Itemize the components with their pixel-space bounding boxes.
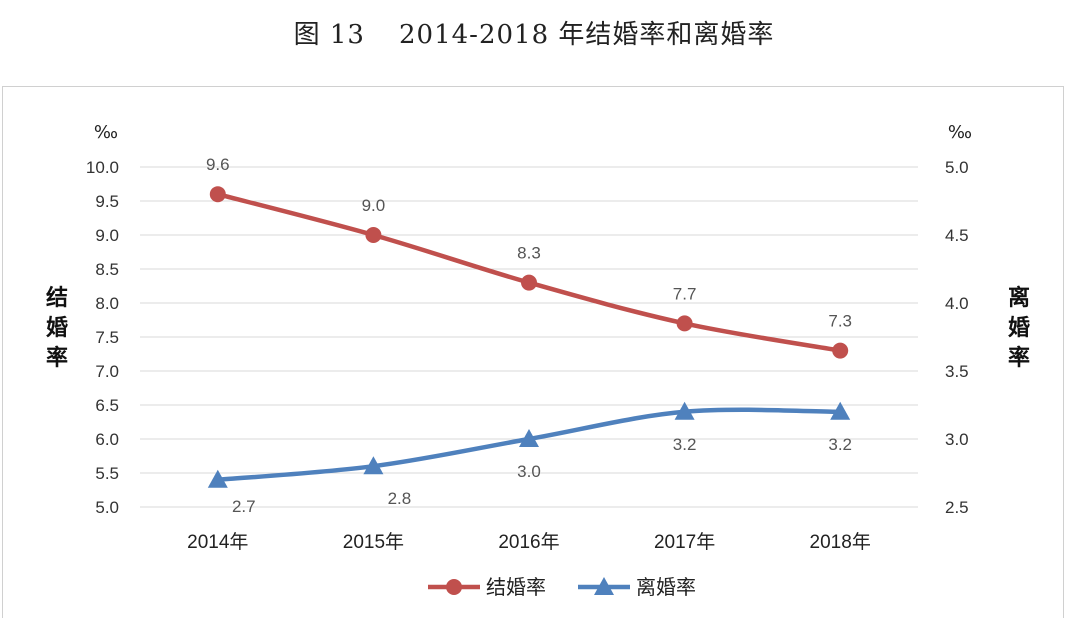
figure-number: 图 13 <box>293 20 365 50</box>
marriage-rate-point <box>365 227 382 243</box>
divorce-rate-point <box>674 401 695 420</box>
divorce-rate-data-label: 3.2 <box>828 435 852 454</box>
left-tick-label: 6.0 <box>95 430 119 449</box>
divorce-rate-point <box>830 401 851 420</box>
x-tick-label: 2015年 <box>343 531 404 553</box>
right-axis-ticks: 2.5 3.0 3.5 4.0 4.5 5.0 <box>945 158 969 517</box>
left-axis-title: 结婚率 <box>46 285 68 371</box>
marriage-rate-point <box>832 342 849 359</box>
series-layer: 9.6 9.0 8.3 7.7 7.3 2.7 2.8 3.0 3.2 3.2 <box>206 155 852 516</box>
figure-title: 图 13 2014-2018 年结婚率和离婚率 <box>0 14 1068 51</box>
left-tick-label: 8.0 <box>95 294 119 313</box>
left-tick-label: 7.0 <box>95 362 119 381</box>
right-axis-title: 离婚率 <box>1008 285 1030 371</box>
left-tick-label: 6.5 <box>95 396 119 415</box>
x-tick-label: 2018年 <box>810 531 871 553</box>
left-tick-label: 7.5 <box>95 328 119 347</box>
x-axis-ticks: 2014年 2015年 2016年 2017年 2018年 <box>187 531 871 553</box>
marriage-rate-data-label: 9.6 <box>206 155 230 174</box>
divorce-rate-data-label: 3.0 <box>517 462 541 481</box>
divorce-rate-point <box>519 429 539 447</box>
legend-marriage-rate-label: 结婚率 <box>486 575 546 599</box>
chart-frame <box>2 86 1064 618</box>
left-tick-label: 9.5 <box>95 192 119 211</box>
left-tick-label: 9.0 <box>95 226 119 245</box>
legend: 结婚率 离婚率 <box>428 575 696 599</box>
divorce-rate-data-label: 2.8 <box>388 489 412 508</box>
axis-title-char: 婚 <box>1008 315 1030 341</box>
right-tick-label: 5.0 <box>945 158 969 177</box>
grid-lines <box>140 166 918 508</box>
axis-title-char: 离 <box>1008 285 1030 311</box>
axis-title-char: 率 <box>46 345 68 371</box>
divorce-rate-data-label: 2.7 <box>232 497 256 516</box>
figure-title-text: 2014-2018 年结婚率和离婚率 <box>398 20 775 50</box>
right-tick-label: 4.0 <box>945 294 969 313</box>
left-axis-ticks: 5.0 5.5 6.0 6.5 7.0 7.5 8.0 8.5 9.0 9.5 10.0 <box>86 158 119 517</box>
marriage-rate-point <box>676 315 693 332</box>
divorce-rate-data-label: 3.2 <box>673 435 697 454</box>
right-tick-label: 4.5 <box>945 226 969 245</box>
marriage-rate-point <box>521 274 537 291</box>
divorce-rate-point <box>207 469 228 488</box>
marriage-rate-data-label: 7.7 <box>673 284 697 303</box>
x-tick-label: 2016年 <box>498 531 559 553</box>
marriage-rate-point <box>209 186 226 203</box>
axis-title-char: 婚 <box>46 315 68 341</box>
marriage-rate-data-label: 7.3 <box>828 312 852 331</box>
left-tick-label: 10.0 <box>86 158 119 177</box>
legend-marriage-rate-marker <box>446 579 462 595</box>
marriage-rate-data-label: 8.3 <box>517 244 541 263</box>
left-tick-label: 5.0 <box>95 498 119 517</box>
right-tick-label: 3.5 <box>945 362 969 381</box>
right-axis-unit: ‰ <box>948 122 972 143</box>
right-tick-label: 3.0 <box>945 430 969 449</box>
marriage-rate-data-label: 9.0 <box>362 196 386 215</box>
legend-divorce-rate-marker <box>594 577 614 595</box>
x-tick-label: 2014年 <box>187 531 248 553</box>
divorce-rate-point <box>363 456 384 475</box>
marriage-rate-line <box>217 192 841 353</box>
left-axis-unit: ‰ <box>94 122 118 143</box>
legend-divorce-rate-label: 离婚率 <box>636 575 696 599</box>
x-tick-label: 2017年 <box>654 531 715 553</box>
left-tick-label: 5.5 <box>95 464 119 483</box>
axis-title-char: 率 <box>1008 345 1030 371</box>
right-tick-label: 2.5 <box>945 498 969 517</box>
axis-title-char: 结 <box>46 285 68 311</box>
left-tick-label: 8.5 <box>95 260 119 279</box>
